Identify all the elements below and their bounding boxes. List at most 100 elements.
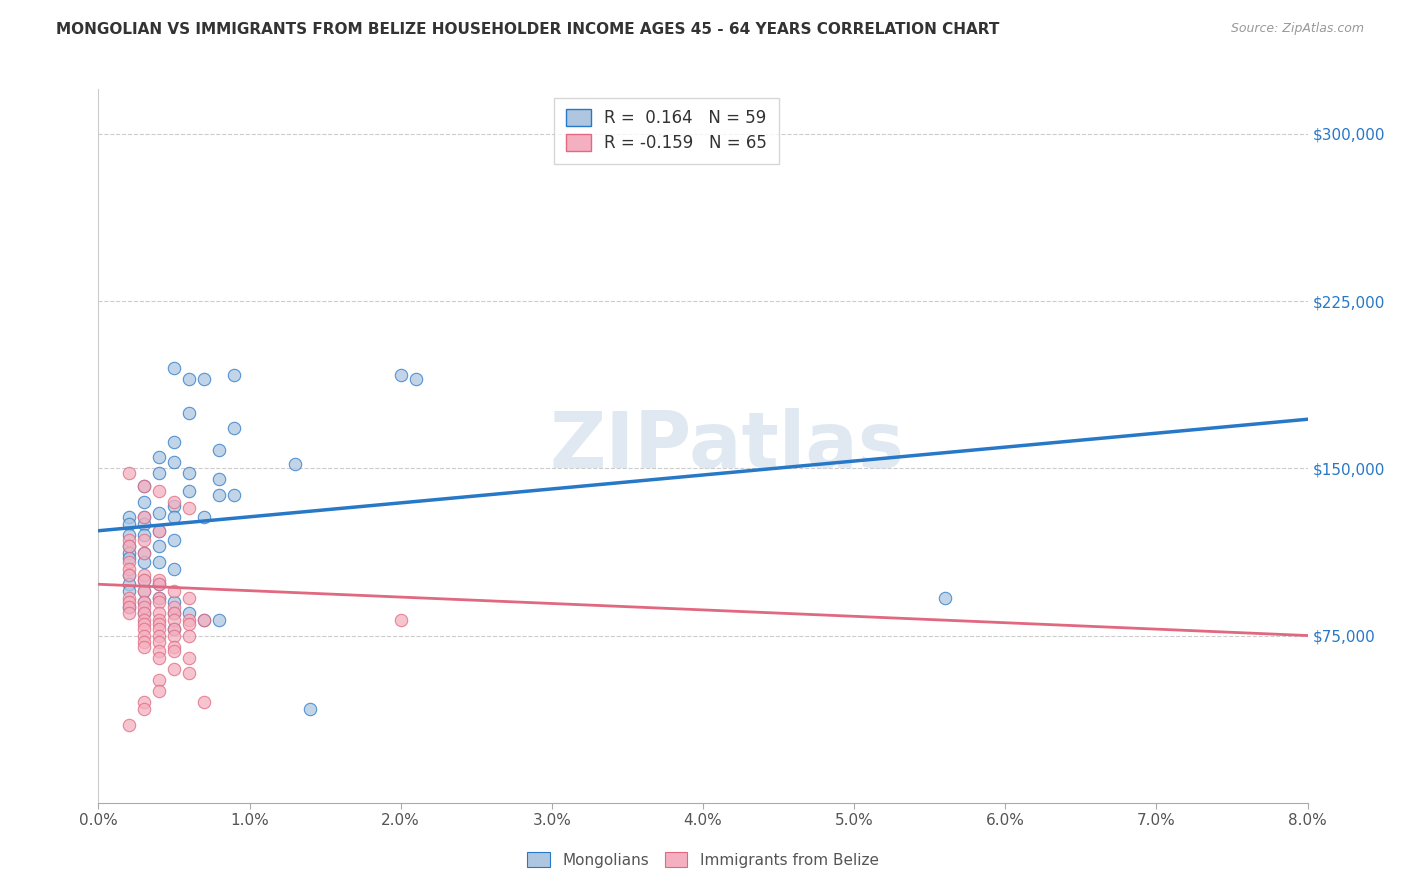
Point: [148, 506, 170, 520]
Legend: Mongolians, Immigrants from Belize: Mongolians, Immigrants from Belize: [520, 844, 886, 875]
Point: [163, 434, 186, 449]
Point: [179, 617, 201, 632]
Point: [208, 488, 231, 502]
Point: [208, 613, 231, 627]
Point: [299, 702, 322, 716]
Point: [193, 696, 215, 710]
Point: [118, 599, 141, 614]
Point: [132, 613, 155, 627]
Point: [284, 457, 307, 471]
Point: [163, 607, 186, 621]
Point: [132, 696, 155, 710]
Point: [118, 546, 141, 560]
Point: [132, 595, 155, 609]
Point: [179, 501, 201, 516]
Point: [148, 617, 170, 632]
Point: [148, 483, 170, 498]
Point: [148, 524, 170, 538]
Point: [118, 528, 141, 542]
Point: [163, 583, 186, 598]
Point: [163, 500, 186, 514]
Point: [208, 443, 231, 458]
Point: [405, 372, 427, 386]
Point: [163, 622, 186, 636]
Point: [163, 360, 186, 375]
Point: [148, 591, 170, 605]
Point: [148, 635, 170, 649]
Point: [132, 510, 155, 524]
Point: [179, 591, 201, 605]
Point: [118, 533, 141, 547]
Point: [163, 595, 186, 609]
Point: [132, 607, 155, 621]
Point: [132, 635, 155, 649]
Point: [118, 555, 141, 569]
Point: [148, 613, 170, 627]
Point: [118, 607, 141, 621]
Point: [148, 555, 170, 569]
Point: [224, 368, 246, 382]
Point: [179, 628, 201, 642]
Point: [148, 595, 170, 609]
Legend: R =  0.164   N = 59, R = -0.159   N = 65: R = 0.164 N = 59, R = -0.159 N = 65: [554, 97, 779, 164]
Point: [132, 583, 155, 598]
Point: [148, 539, 170, 553]
Point: [118, 568, 141, 582]
Point: [132, 517, 155, 532]
Point: [179, 372, 201, 386]
Point: [132, 546, 155, 560]
Point: [118, 466, 141, 480]
Point: [163, 613, 186, 627]
Point: [118, 539, 141, 553]
Point: [224, 488, 246, 502]
Point: [148, 644, 170, 658]
Point: [132, 702, 155, 716]
Point: [148, 651, 170, 665]
Point: [132, 622, 155, 636]
Point: [132, 546, 155, 560]
Point: [132, 617, 155, 632]
Point: [132, 573, 155, 587]
Point: [148, 466, 170, 480]
Point: [179, 651, 201, 665]
Point: [934, 591, 956, 605]
Point: [148, 607, 170, 621]
Point: [179, 483, 201, 498]
Point: [118, 539, 141, 553]
Point: [148, 622, 170, 636]
Point: [389, 368, 412, 382]
Point: [163, 599, 186, 614]
Point: [132, 568, 155, 582]
Point: [148, 524, 170, 538]
Point: [148, 573, 170, 587]
Point: [118, 510, 141, 524]
Point: [148, 577, 170, 591]
Point: [163, 662, 186, 676]
Point: [132, 583, 155, 598]
Point: [132, 628, 155, 642]
Text: ZIPatlas: ZIPatlas: [550, 408, 904, 484]
Point: [163, 533, 186, 547]
Point: [118, 562, 141, 576]
Point: [118, 591, 141, 605]
Point: [193, 613, 215, 627]
Point: [224, 421, 246, 435]
Text: MONGOLIAN VS IMMIGRANTS FROM BELIZE HOUSEHOLDER INCOME AGES 45 - 64 YEARS CORREL: MONGOLIAN VS IMMIGRANTS FROM BELIZE HOUS…: [56, 22, 1000, 37]
Point: [163, 644, 186, 658]
Point: [148, 673, 170, 687]
Text: Source: ZipAtlas.com: Source: ZipAtlas.com: [1230, 22, 1364, 36]
Point: [148, 684, 170, 698]
Point: [132, 607, 155, 621]
Point: [118, 599, 141, 614]
Point: [132, 510, 155, 524]
Point: [163, 454, 186, 469]
Point: [148, 450, 170, 464]
Point: [179, 666, 201, 681]
Point: [132, 528, 155, 542]
Point: [148, 628, 170, 642]
Point: [118, 577, 141, 591]
Point: [193, 613, 215, 627]
Point: [193, 372, 215, 386]
Point: [389, 613, 412, 627]
Point: [118, 595, 141, 609]
